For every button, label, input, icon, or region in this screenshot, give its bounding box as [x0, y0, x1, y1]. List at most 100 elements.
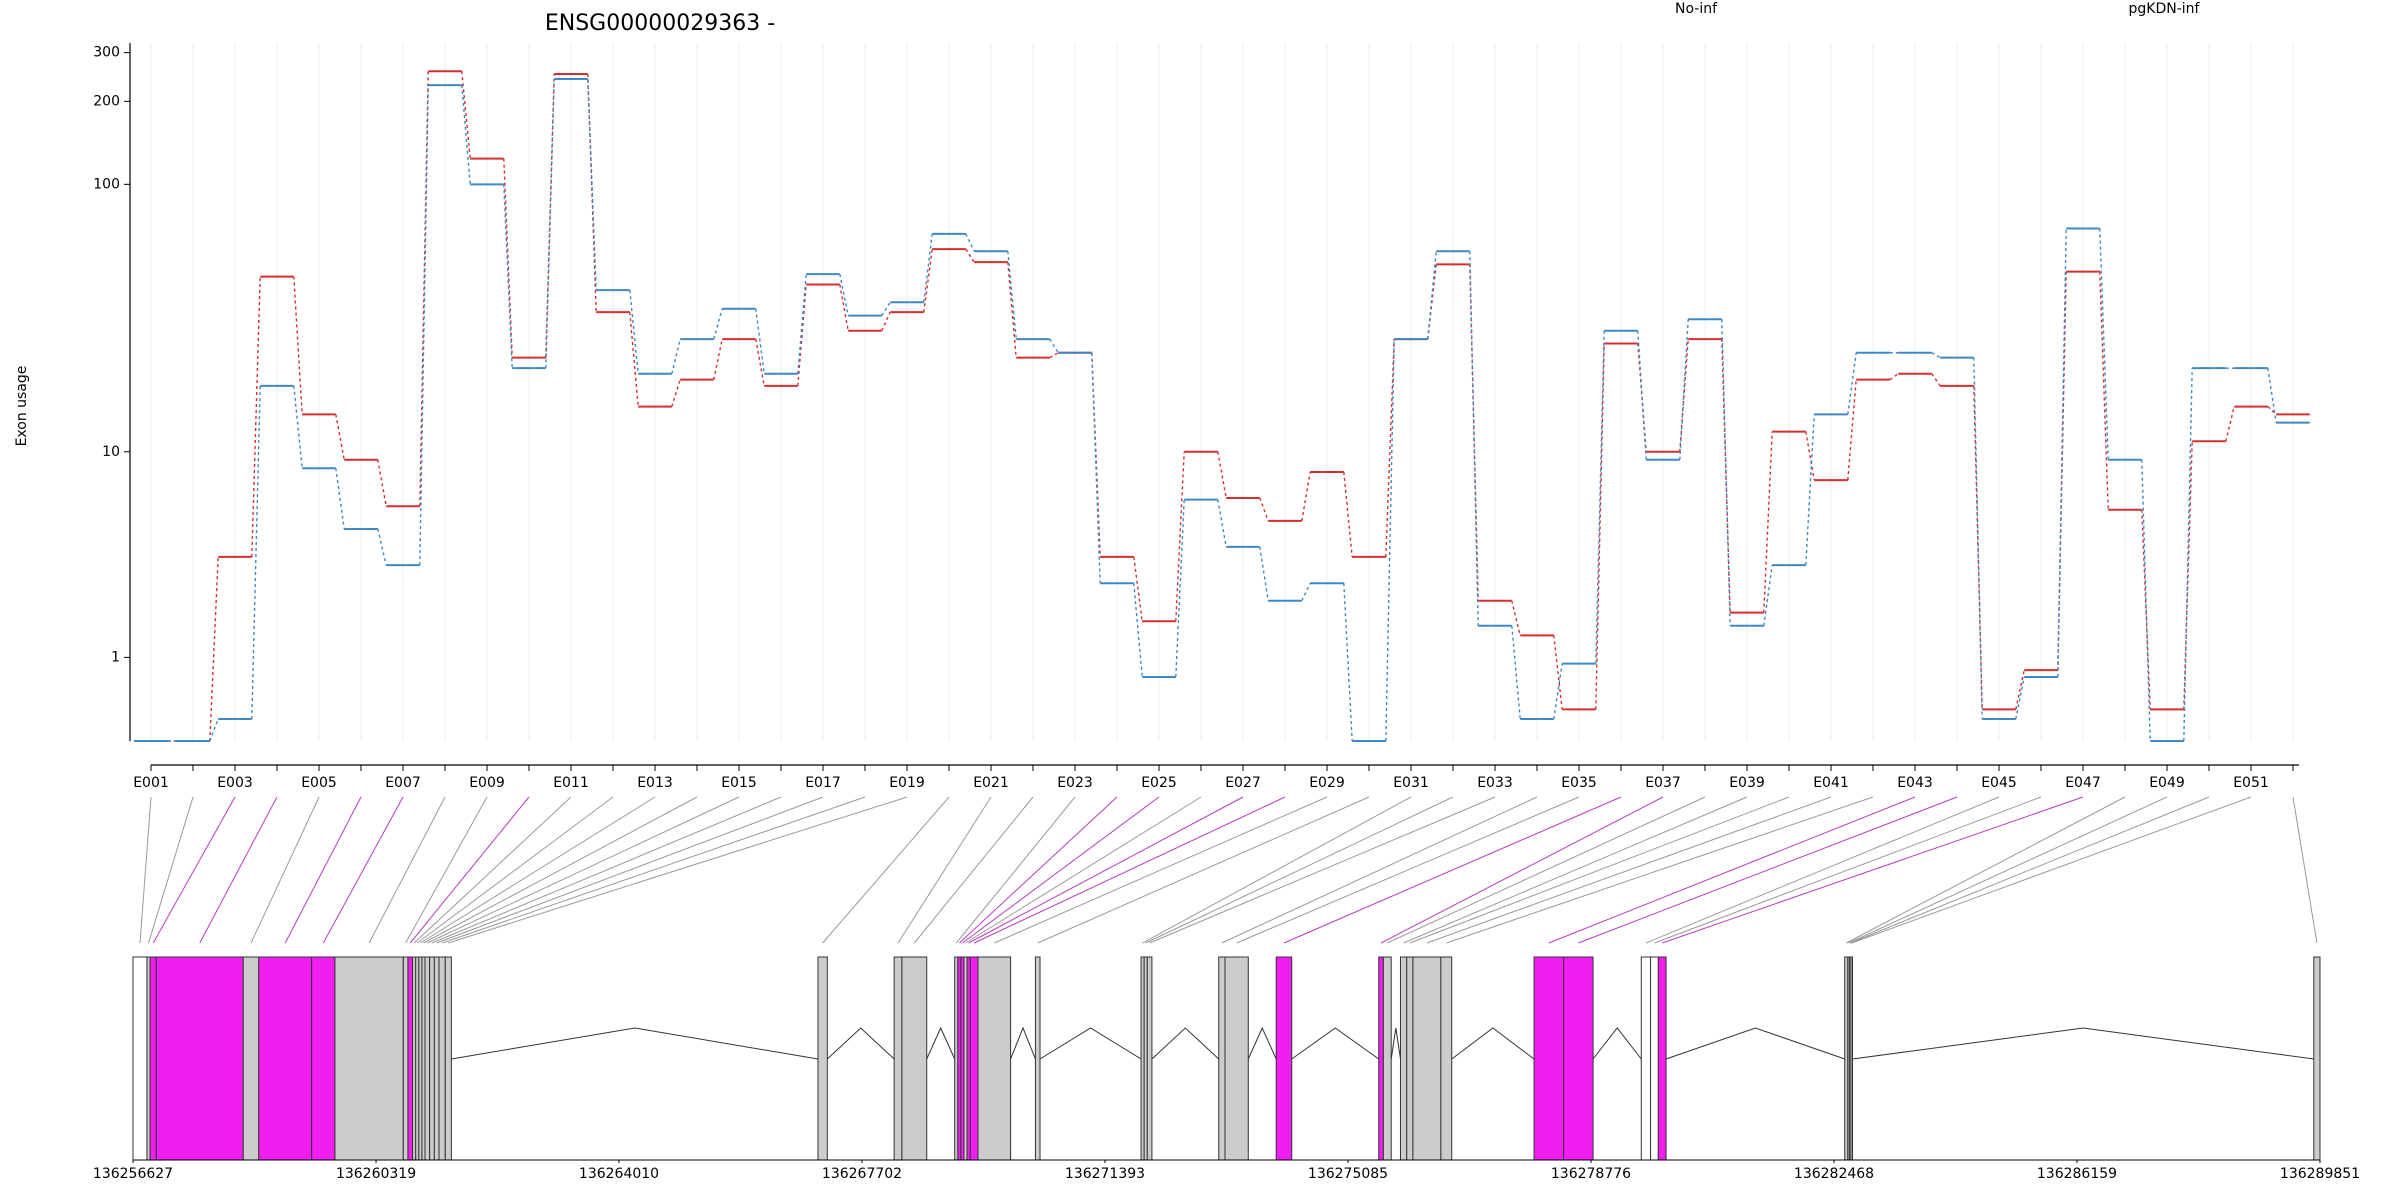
step-connector [1343, 583, 1353, 742]
x-tick-label: E001 [133, 775, 169, 791]
exon [1657, 956, 1667, 1161]
step-connector [1133, 556, 1143, 622]
exon [1382, 956, 1392, 1161]
exon-connector [1221, 796, 1538, 944]
exon [1563, 956, 1594, 1161]
step-connector [2225, 406, 2235, 442]
x-tick-label: E029 [1309, 775, 1345, 791]
x-tick-label: E017 [805, 775, 841, 791]
exon [407, 956, 414, 1161]
step-connector [713, 308, 723, 340]
exon-connector [1283, 796, 1622, 944]
exon-connector [2292, 796, 2318, 944]
step-connector [1973, 357, 1983, 720]
exon-connector [423, 796, 698, 944]
x-tick-label: E025 [1141, 775, 1177, 791]
exon-connector [994, 796, 1328, 944]
y-tick-label: 300 [93, 45, 120, 61]
exon-connector [1846, 796, 2126, 944]
step-connector [335, 414, 345, 460]
step-connector [545, 78, 555, 369]
x-tick-label: E015 [721, 775, 757, 791]
step-connector [461, 71, 471, 159]
x-tick-label: E045 [1981, 775, 2017, 791]
exon [1412, 956, 1442, 1161]
step-connector [377, 459, 387, 507]
step-connector [293, 385, 303, 469]
exon-connector [427, 796, 740, 944]
step-connector [755, 338, 765, 386]
exon-connector [968, 796, 1244, 944]
exon-connector [1654, 796, 2042, 944]
exon [258, 956, 313, 1161]
step-connector [1637, 330, 1647, 460]
step-connector [1763, 564, 1773, 626]
x-tick-label: E051 [2233, 775, 2269, 791]
exon-connector [1578, 796, 1958, 944]
intron [826, 1027, 895, 1060]
step-connector [209, 718, 219, 742]
exon-connector [962, 796, 1160, 944]
x-tick-label: E007 [385, 775, 421, 791]
x-tick-label: E033 [1477, 775, 1513, 791]
step-connector [1511, 600, 1521, 636]
step-connector [755, 308, 765, 374]
exon-connector [152, 796, 236, 944]
exon-connector [139, 796, 152, 944]
exon-connector [250, 796, 320, 944]
y-tick-label: 10 [102, 444, 120, 460]
step-connector [1091, 352, 1101, 584]
exon [2313, 956, 2321, 1161]
step-connector [923, 249, 933, 313]
x-tick-label: E041 [1813, 775, 1849, 791]
exon-connector [1662, 796, 2084, 944]
step-connector [965, 248, 975, 263]
exon [132, 956, 148, 1161]
step-connector [1763, 431, 1773, 613]
exon [1406, 956, 1414, 1161]
exon-connector [448, 796, 908, 944]
exon [438, 956, 446, 1161]
step-connector [1427, 251, 1437, 340]
step-connector [923, 233, 933, 303]
exon-connector [416, 796, 614, 944]
exon-connector [284, 796, 362, 944]
step-connector [1049, 352, 1059, 359]
exon-connector [955, 796, 1076, 944]
exon-connector [959, 796, 1118, 944]
exon [1850, 956, 1854, 1161]
exon-connector [413, 796, 572, 944]
step-connector [461, 85, 471, 185]
legend-label: pgKDN-inf [2129, 1, 2201, 17]
exon [1440, 956, 1453, 1161]
exon-connector [441, 796, 866, 944]
exon-connector [322, 796, 404, 944]
genome-tick-label: 136256627 [93, 1166, 173, 1182]
step-connector [1007, 262, 1017, 358]
exon-connector [431, 796, 782, 944]
step-connector [503, 184, 513, 369]
step-connector [335, 468, 345, 530]
step-connector [1049, 338, 1059, 354]
exon [901, 956, 928, 1161]
step-connector [2015, 669, 2025, 710]
x-tick-label: E027 [1225, 775, 1261, 791]
exon [1640, 956, 1652, 1161]
step-connector [1889, 373, 1899, 381]
exon [311, 956, 336, 1161]
exon [402, 956, 409, 1161]
step-connector [797, 274, 807, 374]
exon-connector [1142, 796, 1412, 944]
step-connector [1931, 352, 1941, 359]
x-tick-label: E011 [553, 775, 589, 791]
exon-connector [897, 796, 992, 944]
exon-connector [1387, 796, 1706, 944]
exon-connector [913, 796, 1034, 944]
step-connector [713, 338, 723, 380]
intron [926, 1026, 956, 1060]
step-connector [293, 276, 303, 415]
exon [429, 956, 435, 1161]
exon [1533, 956, 1565, 1161]
y-axis-label: Exon usage [14, 366, 30, 447]
exon-connector [405, 796, 488, 944]
